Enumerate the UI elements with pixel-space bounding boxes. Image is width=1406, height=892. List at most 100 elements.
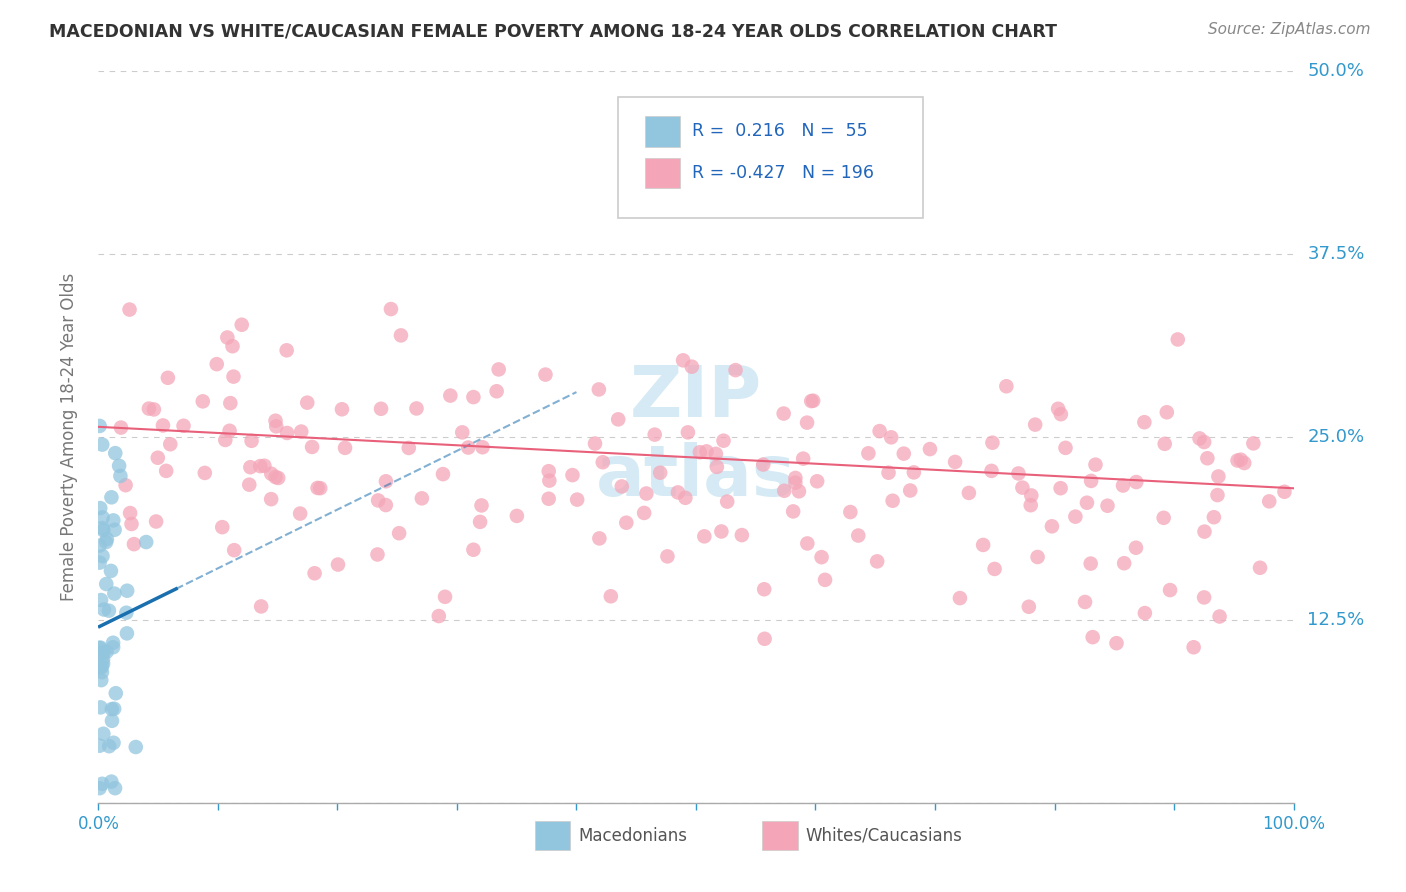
FancyBboxPatch shape: [644, 158, 681, 188]
Point: [537, 491, 560, 506]
Point: [706, 459, 728, 474]
Point: [439, 388, 461, 402]
Point: [90, 660, 112, 674]
Point: [599, 589, 621, 603]
Point: [267, 471, 290, 485]
Point: [796, 536, 818, 550]
Point: [231, 318, 253, 332]
Point: [880, 430, 903, 444]
Point: [239, 460, 262, 475]
Point: [104, 446, 127, 460]
Point: [754, 632, 776, 646]
Point: [1007, 467, 1029, 481]
Point: [451, 425, 474, 440]
Point: [488, 362, 510, 376]
Point: [221, 339, 243, 353]
Point: [93, 602, 115, 616]
Point: [866, 554, 889, 568]
Point: [1197, 451, 1219, 466]
Point: [657, 549, 679, 564]
Point: [250, 599, 273, 614]
Point: [89, 640, 111, 655]
Point: [561, 468, 583, 483]
Point: [1080, 474, 1102, 488]
Point: [792, 451, 814, 466]
Point: [100, 774, 122, 789]
Point: [118, 302, 141, 317]
Point: [159, 437, 181, 451]
Point: [240, 434, 263, 448]
Point: [104, 686, 127, 700]
Point: [1040, 519, 1063, 533]
Point: [636, 486, 658, 500]
Point: [1011, 481, 1033, 495]
Point: [405, 401, 427, 416]
Text: 12.5%: 12.5%: [1308, 611, 1365, 629]
Point: [91, 657, 114, 671]
Point: [93, 727, 115, 741]
FancyBboxPatch shape: [762, 821, 797, 850]
Point: [695, 444, 717, 458]
Point: [96, 532, 118, 546]
Point: [1112, 478, 1135, 492]
Point: [249, 459, 271, 474]
Point: [796, 416, 818, 430]
Point: [773, 483, 796, 498]
Point: [432, 467, 454, 482]
Point: [309, 481, 332, 495]
Point: [800, 394, 823, 409]
Point: [893, 447, 915, 461]
Point: [260, 467, 283, 481]
Point: [607, 412, 630, 426]
Point: [772, 407, 794, 421]
Point: [155, 464, 177, 478]
Point: [981, 435, 1004, 450]
Point: [434, 590, 457, 604]
Point: [538, 474, 561, 488]
Point: [152, 418, 174, 433]
Point: [949, 591, 972, 606]
Point: [288, 507, 311, 521]
Point: [264, 470, 287, 484]
Point: [787, 484, 810, 499]
Text: R = -0.427   N = 196: R = -0.427 N = 196: [692, 164, 875, 182]
Point: [681, 359, 703, 374]
Point: [91, 777, 114, 791]
FancyBboxPatch shape: [644, 116, 681, 146]
Point: [1156, 405, 1178, 419]
Point: [785, 471, 807, 485]
Point: [995, 379, 1018, 393]
Point: [463, 390, 485, 404]
Point: [96, 645, 118, 659]
Point: [1084, 458, 1107, 472]
Point: [1047, 401, 1070, 416]
Point: [1026, 549, 1049, 564]
Point: [676, 425, 699, 440]
Text: 37.5%: 37.5%: [1308, 245, 1365, 263]
Point: [120, 506, 142, 520]
Point: [754, 582, 776, 597]
Point: [972, 538, 994, 552]
Point: [1081, 630, 1104, 644]
Point: [103, 736, 125, 750]
Point: [672, 353, 695, 368]
Point: [91, 665, 114, 680]
Point: [135, 535, 157, 549]
Point: [943, 455, 966, 469]
Point: [91, 437, 114, 451]
Point: [276, 343, 298, 358]
Point: [806, 475, 828, 489]
Point: [693, 529, 716, 543]
Point: [389, 328, 412, 343]
Text: Source: ZipAtlas.com: Source: ZipAtlas.com: [1208, 22, 1371, 37]
Point: [156, 371, 179, 385]
Point: [633, 506, 655, 520]
Point: [115, 583, 138, 598]
Point: [1024, 417, 1046, 432]
Point: [983, 562, 1005, 576]
Point: [1076, 496, 1098, 510]
Point: [1194, 524, 1216, 539]
Point: [276, 425, 298, 440]
Point: [1233, 456, 1256, 470]
Point: [330, 402, 353, 417]
